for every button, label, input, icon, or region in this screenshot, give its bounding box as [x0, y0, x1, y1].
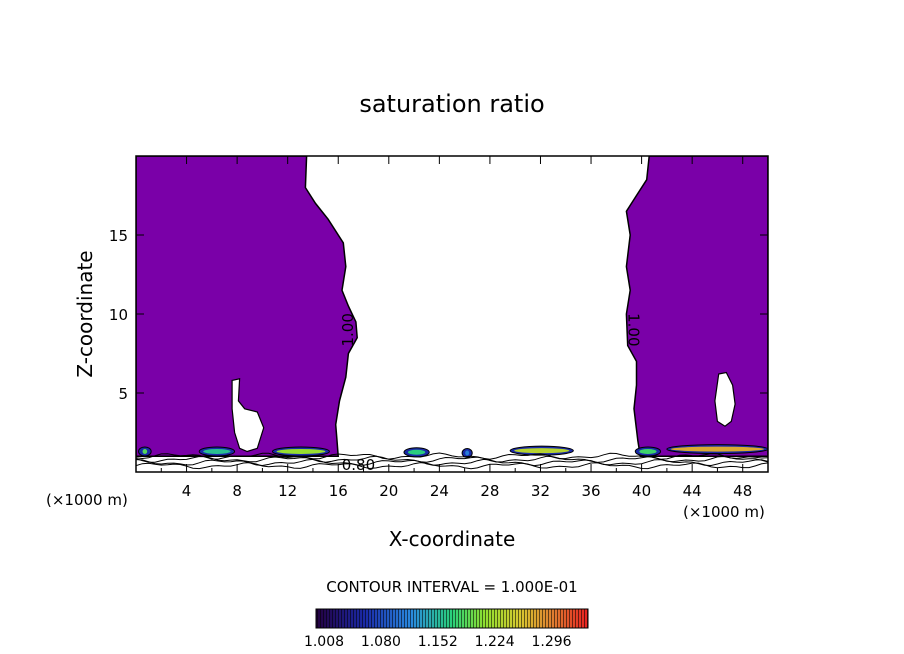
cloud-patch-2	[198, 446, 236, 457]
cloud-patch-3	[272, 446, 330, 457]
colorbar-labels: 1.008 1.080 1.152 1.224 1.296	[304, 634, 572, 650]
x-unit-right: (×1000 m)	[683, 503, 765, 521]
x-tick-label: 8	[232, 482, 242, 500]
supersaturated-region-2	[625, 156, 768, 457]
surface-contour-3	[136, 455, 768, 463]
cloud-patch-core	[142, 448, 148, 454]
cloud-patch-core	[276, 448, 326, 454]
x-tick-label: 32	[531, 482, 550, 500]
x-tick-label: 12	[278, 482, 297, 500]
contour-label-3: 0.80	[342, 456, 375, 474]
cloud-patch-core	[514, 448, 570, 454]
chart-title: saturation ratio	[359, 90, 544, 118]
x-unit-left: (×1000 m)	[46, 491, 128, 509]
x-axis-label: X-coordinate	[389, 527, 516, 551]
cloud-patch-core	[407, 449, 426, 455]
colorbar-frame	[315, 608, 589, 629]
x-tick-label: 40	[632, 482, 651, 500]
cloud-patch-core	[639, 448, 657, 454]
cloud-patch-5	[461, 448, 473, 459]
y-tick-label: 5	[118, 385, 128, 403]
x-tick-label: 48	[733, 482, 752, 500]
x-tick-label: 20	[379, 482, 398, 500]
cloud-patch-6	[509, 445, 574, 456]
x-tick-label: 28	[480, 482, 499, 500]
contour-interval-text: CONTOUR INTERVAL = 1.000E-01	[326, 578, 577, 596]
y-tick-label: 10	[109, 306, 128, 324]
y-axis: 5 10 15	[109, 227, 768, 403]
colorbar-label: 1.296	[532, 634, 572, 650]
cloud-patch-core	[203, 448, 231, 454]
plot-area	[136, 156, 768, 470]
colorbar-label: 1.008	[304, 634, 344, 650]
colorbar-label: 1.152	[418, 634, 458, 650]
x-axis: 4 8 12 16 20 24 28 32 36 40 44 48	[160, 156, 769, 500]
surface-contour-4	[136, 452, 768, 460]
y-axis-label: Z-coordinate	[73, 250, 97, 377]
colorbar-stripes	[316, 609, 588, 628]
x-tick-label: 24	[430, 482, 449, 500]
colorbar: 1.008 1.080 1.152 1.224 1.296	[304, 608, 589, 650]
contour-labels: 1.00 1.00 0.80	[339, 313, 642, 474]
cloud-patch-core	[670, 446, 764, 452]
x-tick-label: 44	[683, 482, 702, 500]
y-tick-label: 15	[109, 227, 128, 245]
cloud-patch-7	[634, 446, 662, 457]
cloud-patch-1	[138, 446, 152, 457]
dry-pocket-2	[714, 371, 736, 427]
dry-pocket-1	[231, 378, 265, 453]
cloud-patch-4	[403, 447, 430, 458]
contour-label-1: 1.00	[339, 313, 357, 346]
colorbar-label: 1.224	[475, 634, 515, 650]
x-tick-label: 4	[182, 482, 192, 500]
surface-contour-1	[136, 462, 768, 470]
contour-label-2: 1.00	[624, 313, 642, 346]
colorbar-label: 1.080	[361, 634, 401, 650]
cloud-patch-8	[666, 444, 768, 455]
supersaturated-region-1	[136, 156, 358, 457]
x-tick-label: 36	[581, 482, 600, 500]
cloud-patch-core	[465, 450, 470, 456]
x-tick-label: 16	[329, 482, 348, 500]
